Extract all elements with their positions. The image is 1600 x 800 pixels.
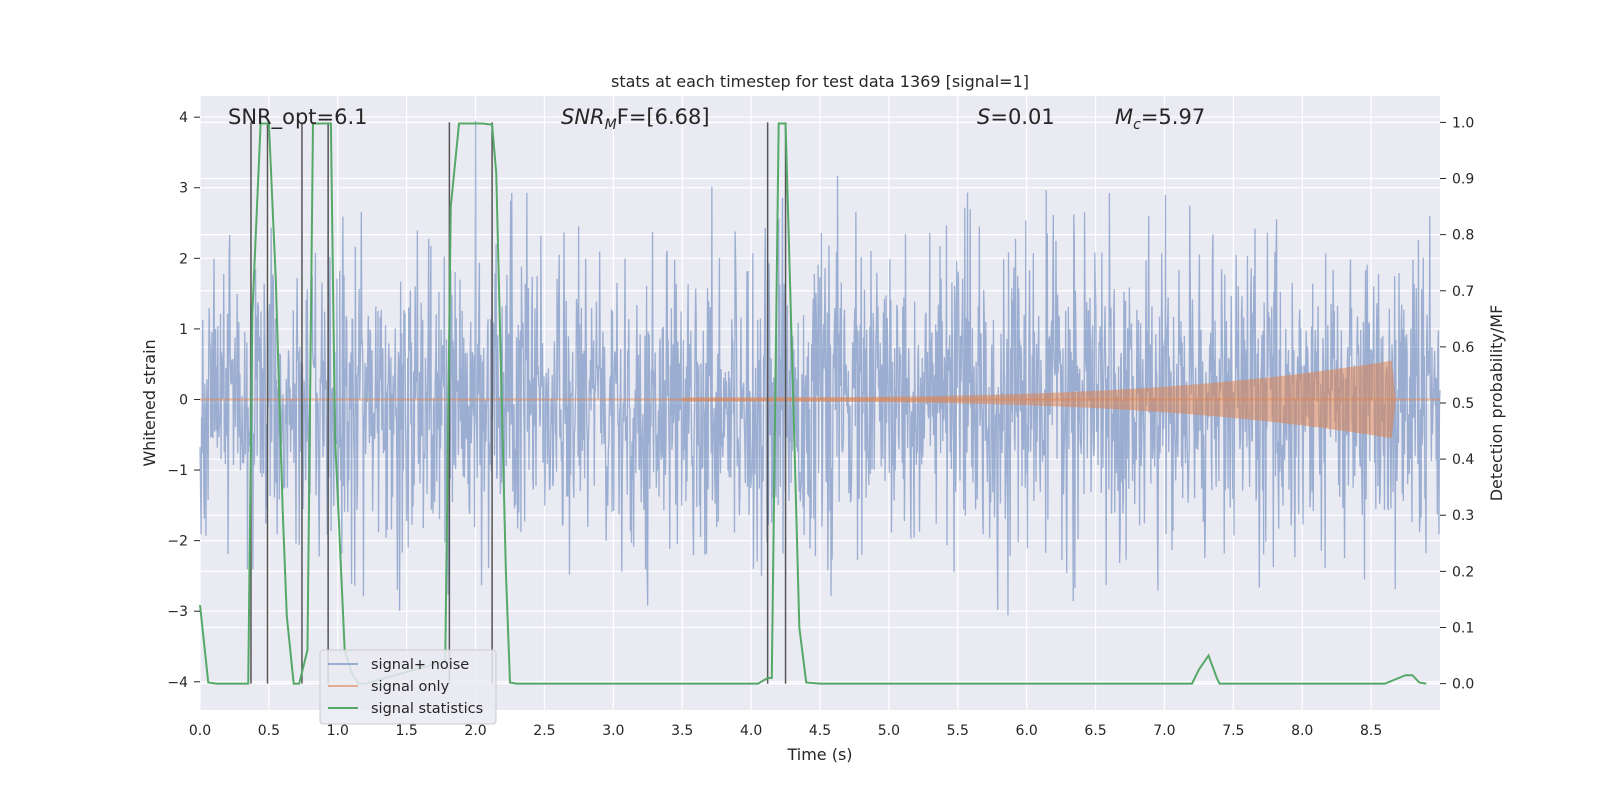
y-tick-label-7: −3 [167, 604, 188, 620]
legend-label-signal-statistics: signal statistics [371, 701, 483, 717]
legend-label-signal-only: signal only [371, 679, 450, 695]
y-axis-right-label: Detection probability/MF [1487, 305, 1506, 502]
y-right-tick-label-9: 0.1 [1452, 620, 1474, 636]
y-right-tick-label-0: 1.0 [1452, 115, 1474, 131]
x-tick-label-6: 3.0 [602, 723, 624, 739]
x-tick-label-17: 8.5 [1360, 723, 1382, 739]
y-right-tick-label-1: 0.9 [1452, 172, 1474, 188]
y-right-tick-label-4: 0.6 [1452, 340, 1474, 356]
x-tick-label-13: 6.5 [1084, 723, 1106, 739]
y-axis-ticks: 4 3 2 1 0 −1 −2 −3 −4 [167, 110, 200, 691]
x-tick-label-10: 5.0 [878, 723, 900, 739]
signal-only-envelope [682, 360, 1396, 439]
x-tick-label-9: 4.5 [809, 723, 831, 739]
x-tick-label-16: 8.0 [1291, 723, 1313, 739]
x-tick-label-14: 7.0 [1153, 723, 1175, 739]
y-tick-label-5: −1 [167, 463, 188, 479]
annotation-snr-mf: SNRMF=[6.68] [561, 105, 710, 133]
x-axis-label: Time (s) [786, 745, 852, 764]
x-tick-label-4: 2.0 [464, 723, 486, 739]
y-tick-label-1: 3 [179, 181, 188, 197]
y-tick-label-0: 4 [179, 110, 188, 126]
x-tick-label-1: 0.5 [258, 723, 280, 739]
signal-statistics-series [199, 122, 1427, 685]
y-right-tick-label-5: 0.5 [1452, 396, 1474, 412]
y-tick-label-2: 2 [179, 251, 188, 267]
y-right-tick-label-6: 0.4 [1452, 452, 1474, 468]
annotation-mc: Mc=5.97 [1115, 105, 1205, 133]
x-tick-label-7: 3.5 [671, 723, 693, 739]
y-right-tick-label-8: 0.2 [1452, 564, 1474, 580]
x-tick-label-15: 7.5 [1222, 723, 1244, 739]
legend-box [319, 649, 497, 725]
annotation-snr-opt: SNR_opt=6.1 [228, 105, 368, 130]
y-right-tick-label-7: 0.3 [1452, 508, 1474, 524]
x-tick-label-12: 6.0 [1016, 723, 1038, 739]
chart-title: stats at each timestep for test data 136… [611, 72, 1029, 91]
y-axis-right-ticks: 1.0 0.9 0.8 0.7 0.6 0.5 0.4 0.3 0.2 0.1 0.0 [1440, 115, 1474, 693]
signal-statistics-line [199, 122, 1427, 685]
annotation-s: S=0.01 [977, 105, 1055, 129]
legend-label-signal-noise: signal+ noise [371, 657, 469, 673]
x-tick-label-3: 1.5 [396, 723, 418, 739]
vertical-markers [250, 122, 787, 684]
y-tick-label-8: −4 [167, 675, 188, 691]
x-tick-label-2: 1.0 [327, 723, 349, 739]
legend: signal+ noise signal only signal statist… [319, 649, 497, 725]
signal-only-series [200, 360, 1440, 439]
y-right-tick-label-3: 0.7 [1452, 284, 1474, 300]
x-tick-label-8: 4.0 [740, 723, 762, 739]
x-tick-label-0: 0.0 [189, 723, 211, 739]
x-tick-label-5: 2.5 [533, 723, 555, 739]
y-right-tick-label-2: 0.8 [1452, 228, 1474, 244]
y-tick-label-4: 0 [179, 392, 188, 408]
y-right-tick-label-10: 0.0 [1452, 677, 1474, 693]
y-tick-label-6: −2 [167, 534, 188, 550]
x-axis-ticks: 0.0 0.5 1.0 1.5 2.0 2.5 3.0 3.5 4.0 4.5 5.0 5.5 6.0 6… [189, 723, 1382, 739]
x-tick-label-11: 5.5 [947, 723, 969, 739]
y-axis-label: Whitened strain [140, 339, 159, 466]
y-tick-label-3: 1 [179, 322, 188, 338]
